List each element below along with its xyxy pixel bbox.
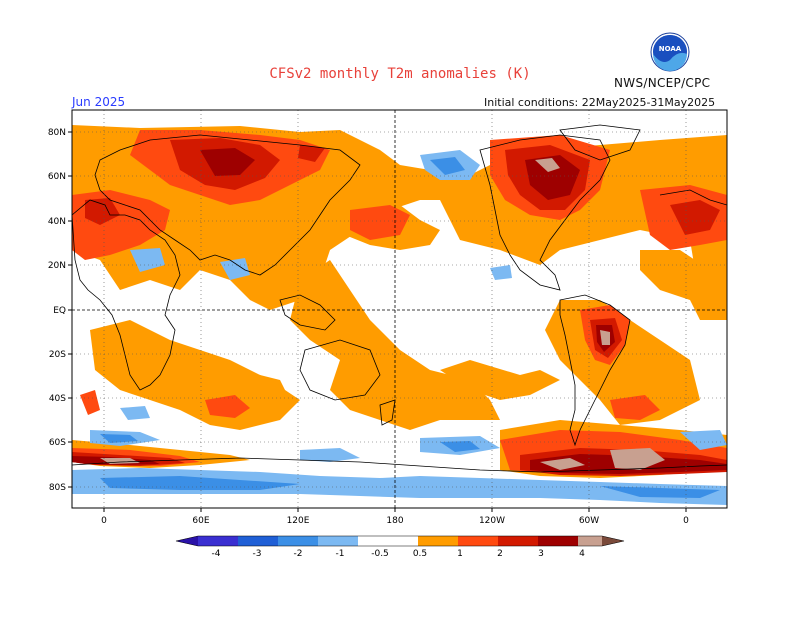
warm-anomaly-gt-4 [100, 158, 665, 470]
longitude-labels: 0 60E 120E 180 120W 60W 0 [101, 516, 689, 526]
logo-text: NOAA [659, 45, 682, 53]
colorbar-label: 4 [579, 549, 585, 559]
ticks [68, 131, 687, 512]
colorbar-segment [458, 536, 498, 546]
noaa-logo-icon: NOAA [650, 32, 690, 72]
colorbar-label: -2 [294, 549, 303, 559]
colorbar-segment [498, 536, 538, 546]
cool-anomaly--1--0.5 [72, 150, 727, 505]
colorbar-segment [418, 536, 458, 546]
initial-conditions-label: Initial conditions: 22May2025-31May2025 [484, 96, 716, 109]
lat-label: 60S [49, 438, 66, 448]
latitude-labels: 80N 60N 40N 20N EQ 20S 40S 60S 80S [48, 128, 66, 493]
colorbar-segment [318, 536, 358, 546]
lon-label: 0 [683, 516, 689, 526]
colorbar-segment [538, 536, 578, 546]
colorbar: -4 -3 -2 -1 -0.5 0.5 1 2 3 4 [175, 535, 625, 559]
coastlines [72, 124, 727, 473]
cool-anomaly--2--1 [100, 157, 720, 498]
colorbar-label: -4 [212, 549, 221, 559]
lat-label: 80N [48, 128, 66, 138]
lon-label: 60E [192, 516, 209, 526]
colorbar-segment [238, 536, 278, 546]
lat-label: 60N [48, 172, 66, 182]
lat-label: 40S [49, 394, 66, 404]
colorbar-label: 3 [538, 549, 544, 559]
colorbar-label: 0.5 [413, 549, 427, 559]
colorbar-segment [578, 536, 602, 546]
lat-label: 40N [48, 217, 66, 227]
colorbar-segment [278, 536, 318, 546]
lon-label: 0 [101, 516, 107, 526]
map-frame [71, 109, 728, 509]
colorbar-label: -3 [253, 549, 262, 559]
colorbar-segment [358, 536, 398, 546]
colorbar-label: -0.5 [371, 549, 389, 559]
colorbar-label: 1 [457, 549, 463, 559]
equator-dateline [72, 110, 727, 508]
colorbar-label: -1 [336, 549, 345, 559]
chart-title: CFSv2 monthly T2m anomalies (K) [269, 66, 531, 82]
lon-label: 60W [579, 516, 599, 526]
lat-label: 20S [49, 350, 66, 360]
lon-label: 180 [386, 516, 403, 526]
colorbar-label: 2 [497, 549, 503, 559]
lon-label: 120E [287, 516, 310, 526]
colorbar-segment [198, 536, 238, 546]
colorbar-right-arrow [602, 536, 624, 546]
lat-label: 20N [48, 261, 66, 271]
lat-label: EQ [53, 306, 66, 316]
valid-month-label: Jun 2025 [72, 95, 126, 109]
lon-label: 120W [479, 516, 505, 526]
colorbar-left-arrow [176, 536, 198, 546]
organization-label: NWS/NCEP/CPC [614, 76, 711, 90]
lat-label: 80S [49, 483, 66, 493]
colorbar-segment [398, 536, 418, 546]
